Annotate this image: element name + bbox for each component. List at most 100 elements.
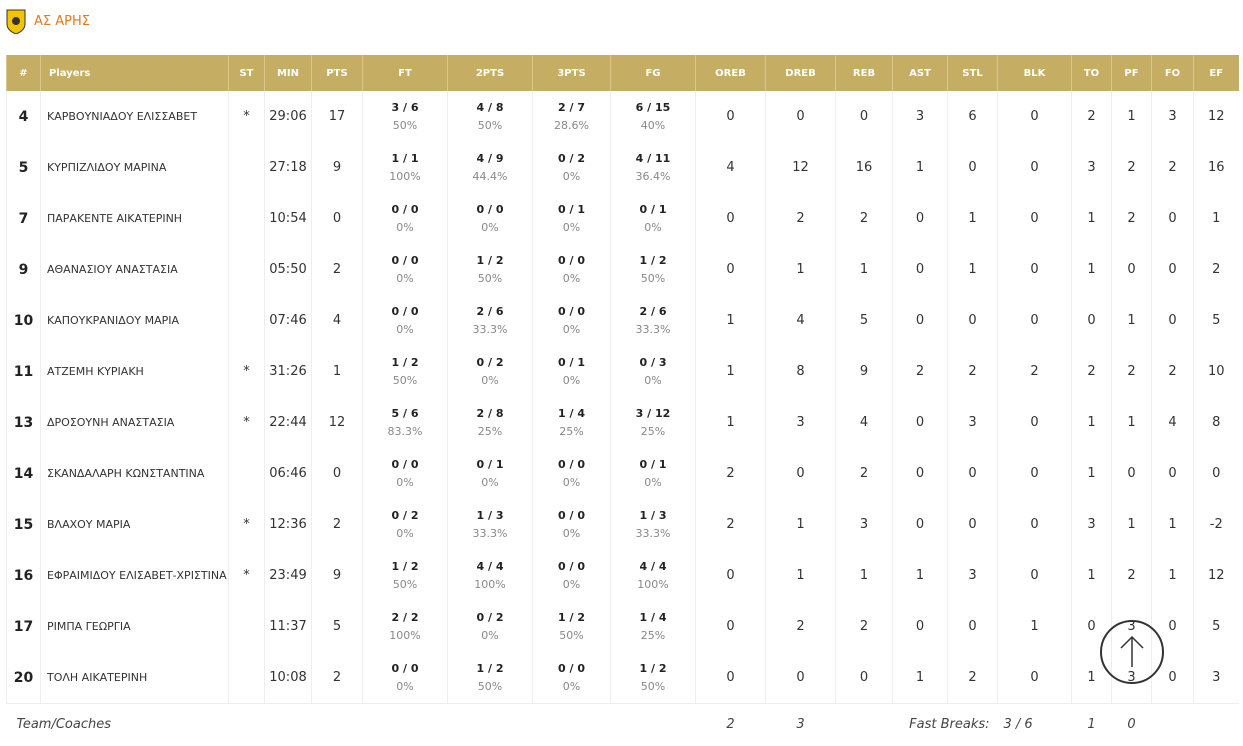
cell-text: 1 [859,262,869,277]
cell: 23:49 [264,550,312,601]
cell: 1 [947,244,998,295]
cell-text: 8 [1212,415,1221,430]
shot-cell: 0 / 1 0% [532,193,611,244]
cell: 1 [947,193,998,244]
cell-text: 11:37 [269,619,307,634]
cell: 0 [997,193,1072,244]
cell: 1 [311,346,363,397]
cell-text: 0 [968,160,977,175]
made-attempted: 4 / 11 [635,152,671,165]
cell: 0 [695,652,766,704]
percentage: 50% [477,272,503,285]
percentage: 0% [481,476,499,489]
cell-text: 0 [915,466,925,481]
cell: 9 [311,142,363,193]
cell: 12 [765,142,836,193]
scroll-top-button[interactable] [1099,619,1165,685]
percentage: 0% [396,527,414,540]
player-row: 14 ΣΚΑΝΔΑΛΑΡΗ ΚΩΝΣΤΑΝΤΙΝΑ 06:46 0 0 / 0 0% 0 /… [6,448,1239,499]
cell: 3 [835,499,893,550]
cell-text: 1 [915,160,925,175]
cell: 0 [997,652,1072,704]
cell-text: 4 [796,313,805,328]
percentage: 50% [392,374,418,387]
made-attempted: 0 / 0 [558,305,585,318]
cell-text: ΣΚΑΝΔΑΛΑΡΗ ΚΩΝΣΤΑΝΤΙΝΑ [47,467,205,480]
cell: 0 [997,397,1072,448]
shot-cell: 6 / 15 40% [610,91,696,142]
percentage: 0% [644,476,662,489]
cell-text: 17 [328,109,346,124]
made-attempted: 0 / 2 [476,611,504,624]
cell-text: 1 [1030,619,1039,634]
cell-text: 0 [1087,313,1096,328]
cell: 0 [947,601,998,652]
cell: 2 [835,448,893,499]
shot-cell: 1 / 3 33.3% [447,499,533,550]
cell: 1 [892,652,948,704]
cell: 0 [892,499,948,550]
cell-text: 0 [915,262,925,277]
made-attempted: 1 / 2 [558,611,585,624]
cell-text: 0 [968,466,977,481]
made-attempted: 0 / 1 [558,356,585,369]
cell-text: 1 [796,568,805,583]
percentage: 0% [562,527,581,540]
cell-text: 2 [332,670,342,685]
percentage: 0% [396,680,414,693]
cell-text: 3 [1168,109,1177,124]
cell: 31:26 [264,346,312,397]
column-header: FT [362,55,448,91]
cell: 22:44 [264,397,312,448]
made-attempted: 1 / 4 [639,611,667,624]
cell: 2 [947,652,998,704]
percentage: 0% [481,374,499,387]
cell-text: 1 [1168,568,1177,583]
shot-cell: 2 / 6 33.3% [610,295,696,346]
made-attempted: 6 / 15 [635,101,671,114]
cell: 0 [892,448,948,499]
cell-text: 2 [915,364,925,379]
cell-text: 10:08 [269,670,307,685]
cell: 1 [892,142,948,193]
shot-cell: 1 / 1 100% [362,142,448,193]
made-attempted: 2 / 2 [391,611,419,624]
cell: 15 [6,499,41,550]
cell: 2 [695,499,766,550]
cell: 3 [892,91,948,142]
cell: 29:06 [264,91,312,142]
cell-text: * [243,109,250,124]
cell-text: 1 [726,313,735,328]
cell-text: 10 [13,312,34,329]
cell-text: 1 [726,364,735,379]
cell-text: ΑΘΑΝΑΣΙΟΥ ΑΝΑΣΤΑΣΙΑ [47,263,178,276]
cell: 0 [1071,601,1112,652]
cell: * [228,91,265,142]
cell [228,448,265,499]
cell: 4 [311,295,363,346]
percentage: 0% [396,323,414,336]
made-attempted: 1 / 2 [476,662,504,675]
made-attempted: 0 / 0 [391,662,419,675]
made-attempted: 0 / 0 [391,458,419,471]
cell-text: 0 [915,313,925,328]
cell-text: 0 [915,211,925,226]
cell: 2 [765,193,836,244]
cell: 0 [695,193,766,244]
cell-text: 1 [968,211,977,226]
percentage: 0% [396,272,414,285]
column-header: PTS [311,55,363,91]
cell-text: 1 [1087,211,1096,226]
shot-cell: 3 / 6 50% [362,91,448,142]
cell-text: 5 [1212,313,1221,328]
cell-text: 12 [1207,109,1225,124]
cell-text: 0 [1030,415,1039,430]
cell: 3 [947,550,998,601]
cell: 0 [947,448,998,499]
cell-text: 3 [859,517,869,532]
percentage: 25% [477,425,503,438]
cell-text: 0 [968,517,977,532]
cell-text: * [243,364,250,379]
